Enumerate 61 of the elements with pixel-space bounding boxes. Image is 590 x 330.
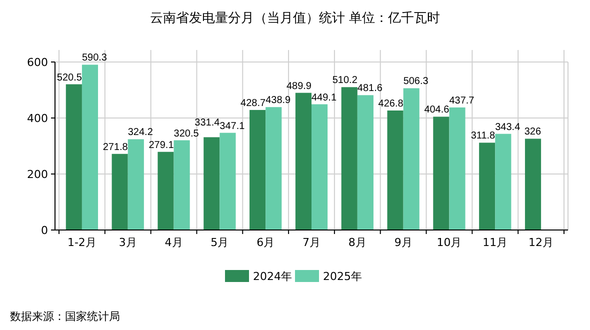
bar bbox=[433, 116, 450, 230]
x-tick-label: 7月 bbox=[302, 236, 320, 249]
bar bbox=[158, 152, 174, 230]
legend-label: 2024年 bbox=[253, 270, 292, 283]
bar bbox=[128, 139, 144, 230]
data-label: 324.2 bbox=[128, 127, 154, 138]
bar bbox=[204, 137, 220, 230]
data-label: 449.1 bbox=[312, 92, 337, 104]
bar bbox=[403, 88, 420, 230]
source-note: 数据来源：国家统计局 bbox=[10, 310, 120, 323]
x-tick-label: 1-2月 bbox=[67, 236, 96, 249]
x-tick-label: 9月 bbox=[394, 236, 412, 249]
data-label: 590.3 bbox=[82, 52, 108, 64]
data-label: 481.6 bbox=[357, 83, 383, 94]
x-tick-label: 8月 bbox=[348, 236, 366, 249]
bar bbox=[357, 95, 374, 230]
bar bbox=[82, 64, 98, 230]
bar bbox=[479, 142, 496, 230]
data-label: 311.8 bbox=[470, 130, 496, 142]
y-tick-label: 400 bbox=[27, 112, 48, 125]
bar bbox=[295, 92, 312, 230]
data-label: 331.4 bbox=[194, 117, 220, 128]
bar bbox=[174, 140, 190, 230]
bar bbox=[387, 110, 404, 230]
x-tick-label: 11月 bbox=[482, 236, 508, 249]
bar bbox=[220, 132, 236, 230]
data-label: 489.9 bbox=[286, 80, 312, 92]
x-tick-label: 6月 bbox=[256, 236, 275, 249]
data-label: 404.6 bbox=[424, 104, 450, 116]
data-label: 437.7 bbox=[449, 95, 475, 106]
x-tick-label: 5月 bbox=[210, 236, 229, 249]
bar bbox=[312, 104, 328, 230]
data-label: 279.1 bbox=[148, 140, 174, 151]
data-label: 438.9 bbox=[266, 95, 292, 106]
x-tick-label: 4月 bbox=[164, 236, 183, 249]
y-tick-label: 600 bbox=[27, 56, 48, 69]
data-label: 320.5 bbox=[174, 128, 200, 140]
bar bbox=[449, 107, 466, 230]
data-label: 506.3 bbox=[403, 76, 429, 88]
data-label: 343.4 bbox=[495, 122, 521, 133]
bar bbox=[112, 154, 128, 230]
y-tick-label: 0 bbox=[41, 224, 48, 237]
x-tick-label: 12月 bbox=[528, 236, 554, 249]
data-label: 520.5 bbox=[56, 72, 82, 84]
data-label: 326 bbox=[524, 126, 542, 138]
bar bbox=[341, 87, 358, 230]
data-label: 510.2 bbox=[332, 75, 358, 86]
y-tick-label: 200 bbox=[27, 168, 48, 181]
bar bbox=[266, 107, 282, 230]
bar bbox=[250, 110, 266, 230]
chart-title: 云南省发电量分月（当月值）统计 单位：亿千瓦时 bbox=[150, 11, 440, 26]
data-label: 271.8 bbox=[102, 142, 128, 153]
x-tick-label: 10月 bbox=[436, 236, 462, 249]
bar bbox=[66, 84, 82, 230]
bar bbox=[524, 138, 542, 230]
data-label: 428.7 bbox=[240, 98, 266, 109]
data-label: 347.1 bbox=[220, 120, 246, 132]
bar bbox=[495, 134, 512, 230]
data-label: 426.8 bbox=[378, 98, 404, 110]
x-tick-label: 3月 bbox=[118, 236, 137, 249]
legend-label: 2025年 bbox=[323, 270, 362, 283]
